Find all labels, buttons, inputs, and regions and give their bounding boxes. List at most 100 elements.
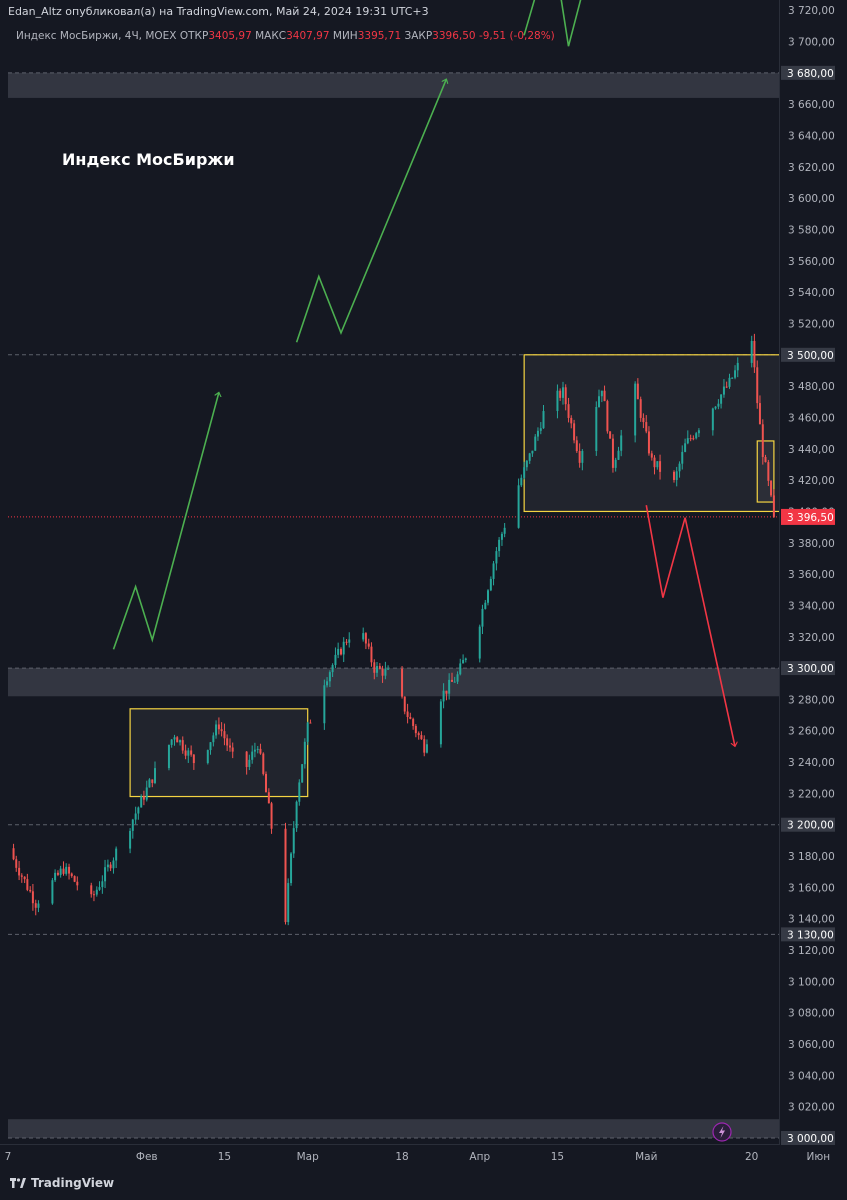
candle (559, 388, 562, 401)
chart-title: Индекс МосБиржи (62, 150, 235, 169)
candle-body (209, 742, 212, 751)
time-axis[interactable]: 7 Фев 15 Мар 18 Апр 15 Май 20 Июн (0, 1144, 847, 1168)
candle (140, 794, 143, 808)
candle (331, 663, 334, 678)
candle-body (154, 768, 156, 783)
last-price-tag (781, 508, 835, 525)
candle-body (401, 668, 404, 697)
candle-body (384, 669, 387, 676)
time-tick-label: Май (635, 1151, 657, 1163)
levels-layer (8, 72, 780, 1139)
candle (598, 389, 600, 408)
candle-body (445, 690, 448, 694)
low-label: МИН (332, 30, 358, 42)
high-label: МАКС (255, 30, 287, 42)
candle-body (403, 696, 406, 712)
candle-body (256, 748, 259, 750)
candle-body (459, 663, 462, 675)
candle-body (492, 563, 495, 579)
candle-body (728, 377, 731, 387)
candle-body (306, 722, 309, 742)
candle-body (595, 407, 598, 451)
candle-body (206, 750, 209, 764)
candle (92, 890, 95, 902)
candle (298, 779, 301, 806)
price-tick-label: 3 180,00 (788, 851, 835, 863)
open-label: ОТКР (179, 30, 209, 42)
candle (642, 413, 645, 429)
candle-body (115, 848, 118, 861)
candle (531, 450, 534, 457)
candle (403, 696, 406, 715)
candle (650, 450, 653, 461)
candle-body (167, 744, 170, 769)
candle-body (323, 685, 326, 724)
candle (68, 863, 71, 880)
candle (423, 735, 426, 757)
candle (381, 665, 384, 683)
candle-body (381, 668, 384, 676)
candle-body (503, 527, 506, 534)
candle-body (456, 674, 459, 682)
candle (190, 745, 193, 757)
candle (459, 658, 462, 676)
candle-body (406, 711, 409, 717)
price-tick-label: 3 240,00 (788, 757, 835, 769)
level-price-tag (781, 1131, 835, 1145)
candle-body (767, 462, 770, 481)
candle (187, 747, 190, 763)
candle (734, 365, 737, 380)
candle-body (337, 648, 340, 655)
candle (301, 763, 304, 783)
candle-body (756, 367, 759, 404)
time-tick-label: 20 (745, 1151, 758, 1163)
candle-body (259, 748, 262, 754)
candle-body (37, 903, 40, 908)
candle (758, 395, 761, 425)
candle (528, 452, 531, 464)
candle-body (212, 735, 215, 743)
projection-up-arrow (112, 392, 219, 650)
candle-body (442, 690, 445, 702)
candle (76, 876, 79, 891)
candle (367, 638, 370, 650)
candle (750, 335, 753, 368)
projections-layer (112, 0, 736, 746)
candle-body (686, 438, 689, 444)
price-axis[interactable]: 3 020,00 3 040,00 3 060,00 3 080,00 3 100,00… (779, 0, 847, 1145)
candle (487, 589, 489, 606)
candle (534, 434, 537, 451)
candle-body (451, 679, 453, 682)
candle-body (764, 456, 767, 463)
candle-body (684, 443, 687, 452)
candle (378, 663, 381, 670)
candle-body (772, 495, 775, 517)
candle-body (15, 859, 18, 868)
candle-body (495, 551, 498, 564)
candle (62, 861, 65, 876)
candle (145, 780, 148, 802)
time-tick-label: Июн (807, 1151, 831, 1163)
candle-body (231, 747, 234, 752)
candle-body (229, 745, 231, 748)
candle-body (659, 461, 662, 472)
candle (129, 828, 132, 854)
candle-body (309, 722, 312, 724)
candle-body (387, 668, 390, 670)
tradingview-brand[interactable]: TradingView (10, 1176, 114, 1190)
close-value: 3396,50 (432, 30, 476, 42)
candle (609, 431, 612, 439)
candle (248, 754, 251, 771)
candle (639, 396, 642, 422)
candle (176, 735, 179, 743)
flash-icon[interactable] (712, 1122, 732, 1142)
level-price-tag (781, 347, 835, 362)
candle (134, 806, 137, 825)
candle (636, 378, 639, 400)
candle-body (717, 403, 720, 407)
price-tick-label: 3 720,00 (788, 5, 835, 17)
candle (151, 779, 154, 788)
consolidation-box (756, 440, 775, 503)
candle (265, 771, 267, 793)
